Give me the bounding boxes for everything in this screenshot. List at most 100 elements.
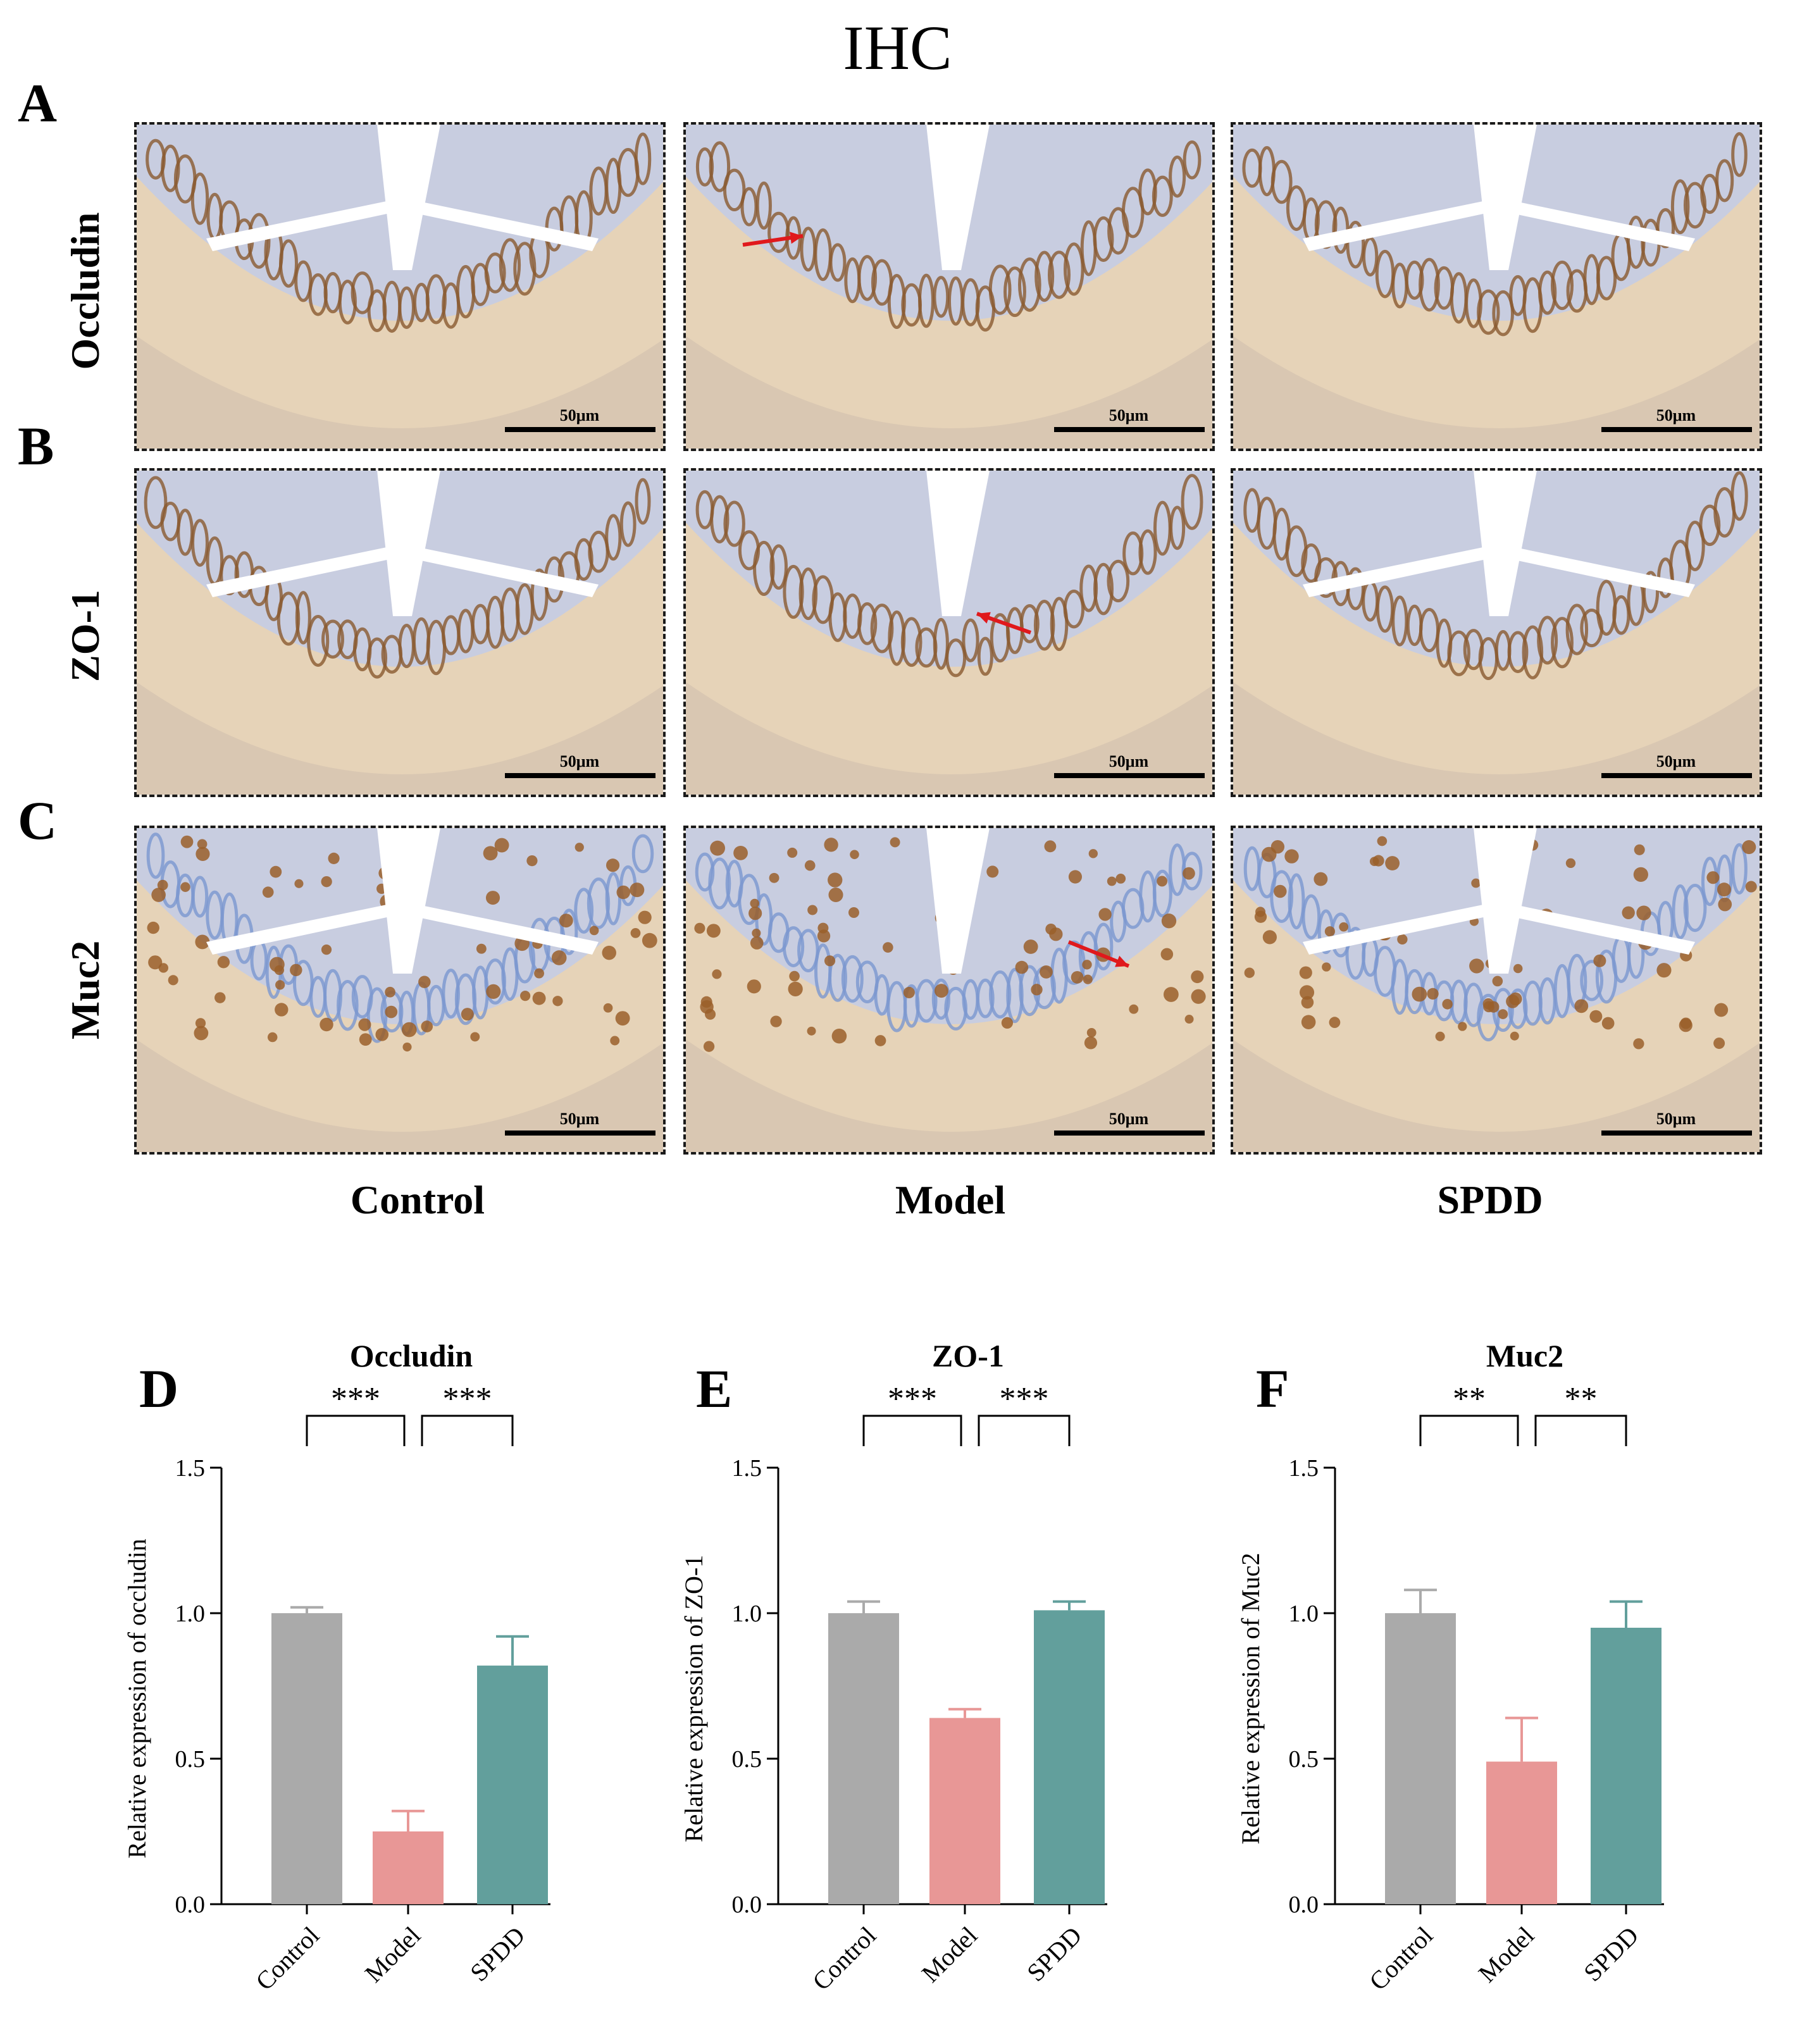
row-label-muc2: Muc2 [63, 940, 108, 1040]
scale-bar-label: 50μm [1656, 1110, 1696, 1128]
significance-label: ** [1453, 1381, 1486, 1417]
bar-control [1385, 1613, 1456, 1904]
bar-model [929, 1718, 1000, 1904]
scale-bar-label: 50μm [1109, 1110, 1149, 1128]
row-label-occludin: Occludin [63, 212, 108, 370]
significance-bracket [862, 1415, 962, 1446]
scale-bar-label: 50μm [1109, 752, 1149, 771]
micrograph-zo1-spdd: 50μm [1231, 468, 1762, 797]
bar-control [828, 1613, 899, 1904]
y-tick-label: 0.5 [175, 1746, 206, 1773]
column-label-spdd: SPDD [1437, 1177, 1543, 1222]
bar-spdd [477, 1665, 548, 1904]
y-tick-label: 1.0 [732, 1601, 762, 1627]
x-tick-label: Control [250, 1921, 325, 1996]
tissue-image: 50μm [1233, 828, 1760, 1152]
bar-chart-occludin: Occludin 0.0 0.5 1.0 1.5 Relative expression … [108, 1322, 563, 2040]
tissue-image: 50μm [686, 828, 1212, 1152]
panel-letter-c: C [18, 790, 58, 851]
significance-bracket [421, 1415, 514, 1446]
significance-label: *** [331, 1381, 380, 1417]
error-bar [1610, 1600, 1643, 1628]
tissue-image: 50μm [686, 125, 1212, 449]
error-bar [290, 1606, 323, 1613]
panel-letter-d: D [139, 1358, 179, 1419]
tissue-image: 50μm [1233, 471, 1760, 795]
scale-bar-label: 50μm [560, 752, 600, 771]
y-axis-label: Relative expression of occludin [123, 1539, 151, 1858]
y-tick-label: 1.5 [1289, 1455, 1319, 1482]
error-bar [948, 1707, 981, 1718]
y-tick-label: 0.0 [1289, 1892, 1319, 1918]
micrograph-occludin-model: 50μm [683, 122, 1215, 451]
x-tick-label: Model [916, 1921, 983, 1988]
scale-bar-label: 50μm [560, 1110, 600, 1128]
micrograph-occludin-control: 50μm [134, 122, 666, 451]
y-tick-label: 0.5 [1289, 1746, 1319, 1773]
significance-label: *** [888, 1381, 937, 1417]
x-tick-label: SPDD [464, 1921, 530, 1987]
chart-title: Muc2 [1486, 1338, 1563, 1373]
arrow-icon [976, 612, 1031, 635]
error-bar [1053, 1600, 1086, 1611]
chart-title: Occludin [350, 1338, 473, 1373]
tissue-image: 50μm [686, 471, 1212, 795]
figure-title: IHC [843, 13, 952, 83]
bar-chart-muc2: Muc2 0.0 0.5 1.0 1.5 Relative expression of M… [1221, 1322, 1677, 2040]
tissue-image: 50μm [137, 828, 663, 1152]
micrograph-zo1-model: 50μm [683, 468, 1215, 797]
x-tick-label: SPDD [1021, 1921, 1087, 1987]
x-tick-label: Model [1473, 1921, 1540, 1988]
micrograph-occludin-spdd: 50μm [1231, 122, 1762, 451]
bar-control [271, 1613, 342, 1904]
bar-spdd [1591, 1628, 1661, 1904]
panel-letter-b: B [18, 416, 54, 476]
significance-label: ** [1565, 1381, 1598, 1417]
significance-bracket [1419, 1415, 1519, 1446]
micrograph-muc2-model: 50μm [683, 826, 1215, 1155]
significance-bracket [1534, 1415, 1627, 1446]
y-tick-label: 1.5 [175, 1455, 206, 1482]
y-tick-label: 0.0 [732, 1892, 762, 1918]
chart-title: ZO-1 [932, 1338, 1004, 1373]
bar-spdd [1034, 1610, 1105, 1904]
bar-chart-zo1: ZO-1 0.0 0.5 1.0 1.5 Relative expression of Z… [664, 1322, 1120, 2040]
y-axis-label: Relative expression of ZO-1 [680, 1555, 708, 1842]
significance-label: *** [1000, 1381, 1049, 1417]
panel-letter-f: F [1256, 1358, 1289, 1419]
y-axis-label: Relative expression of Muc2 [1236, 1553, 1265, 1845]
arrow-icon [742, 232, 804, 247]
error-bar [847, 1600, 880, 1613]
x-tick-label: Control [807, 1921, 881, 1996]
tissue-image: 50μm [137, 125, 663, 449]
y-tick-label: 0.0 [175, 1892, 206, 1918]
x-tick-label: SPDD [1578, 1921, 1644, 1987]
y-tick-label: 0.5 [732, 1746, 762, 1773]
panel-letter-e: E [696, 1358, 733, 1419]
scale-bar-label: 50μm [1109, 406, 1149, 424]
arrow-icon [1067, 940, 1130, 968]
error-bar [1505, 1716, 1538, 1762]
error-bar [392, 1809, 425, 1831]
x-tick-label: Model [359, 1921, 426, 1988]
tissue-image: 50μm [1233, 125, 1760, 449]
micrograph-zo1-control: 50μm [134, 468, 666, 797]
significance-label: *** [443, 1381, 492, 1417]
column-label-model: Model [895, 1177, 1006, 1222]
micrograph-muc2-control: 50μm [134, 826, 666, 1155]
panel-letter-a: A [18, 73, 58, 133]
x-tick-label: Control [1363, 1921, 1438, 1996]
bar-model [1486, 1761, 1557, 1904]
tissue-image: 50μm [137, 471, 663, 795]
row-label-zo1: ZO-1 [63, 590, 108, 682]
column-label-control: Control [350, 1177, 485, 1222]
y-tick-label: 1.0 [175, 1601, 206, 1627]
error-bar [496, 1635, 529, 1666]
scale-bar-label: 50μm [560, 406, 600, 424]
error-bar [1404, 1589, 1437, 1613]
micrograph-muc2-spdd: 50μm [1231, 826, 1762, 1155]
y-tick-label: 1.5 [732, 1455, 762, 1482]
scale-bar-label: 50μm [1656, 752, 1696, 771]
significance-bracket [978, 1415, 1071, 1446]
bar-model [373, 1831, 444, 1904]
